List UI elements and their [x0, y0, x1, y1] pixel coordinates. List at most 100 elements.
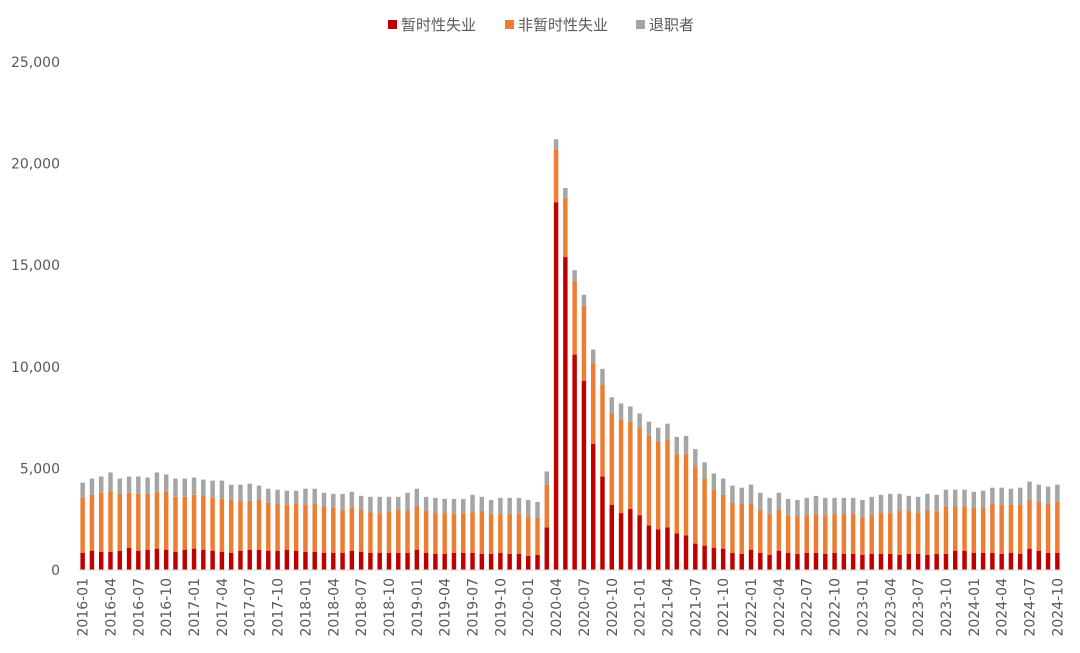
bar-segment	[386, 512, 392, 553]
bar-segment	[516, 553, 522, 570]
bar-segment	[990, 552, 995, 570]
bar-segment	[89, 478, 95, 495]
bar-segment	[386, 552, 392, 570]
bar-segment	[321, 552, 327, 570]
bar-segment	[823, 497, 828, 516]
bar-segment	[247, 500, 252, 550]
bar-segment	[284, 504, 290, 550]
bar-segment	[804, 552, 809, 570]
bar-segment	[674, 533, 679, 570]
bar-segment	[785, 498, 791, 516]
bar-segment	[247, 549, 252, 570]
bar-segment	[832, 497, 837, 515]
bar-segment	[423, 511, 429, 553]
legend-swatch	[636, 20, 645, 29]
bar-segment	[795, 516, 800, 554]
bar-segment	[962, 550, 967, 570]
bar-segment	[414, 549, 420, 570]
bar-segment	[730, 485, 735, 503]
bar-segment	[860, 517, 865, 555]
bar-segment	[488, 553, 494, 570]
bar-segment	[767, 514, 772, 555]
bar-segment	[117, 550, 123, 570]
bar-segment	[878, 494, 884, 514]
x-tick-label: 2020-07	[577, 578, 593, 637]
bar-segment	[535, 517, 540, 555]
bar-segment	[535, 554, 540, 570]
bar-segment	[655, 529, 661, 570]
bar-segment	[925, 554, 930, 570]
bar-segment	[461, 498, 466, 514]
bar-segment	[377, 496, 382, 514]
bar-segment	[628, 406, 633, 422]
bar-segment	[507, 553, 512, 570]
bar-segment	[117, 493, 123, 551]
bar-segment	[117, 478, 123, 494]
bar-segment	[89, 550, 95, 570]
bar-segment	[266, 502, 271, 551]
bar-segment	[943, 489, 949, 508]
bar-segment	[544, 527, 550, 570]
bar-segment	[785, 515, 791, 553]
bar-segment	[906, 511, 912, 554]
bar-segment	[423, 496, 429, 512]
bar-segment	[98, 476, 104, 493]
bar-segment	[238, 500, 243, 551]
bar-segment	[925, 493, 930, 511]
bar-segment	[256, 549, 262, 570]
bar-segment	[683, 535, 689, 570]
bar-segment	[711, 489, 717, 548]
bar-segment	[906, 553, 912, 570]
bar-segment	[962, 489, 967, 508]
bar-segment	[405, 511, 410, 553]
bar-segment	[145, 549, 150, 570]
bar-segment	[312, 503, 317, 552]
bar-segment	[646, 525, 652, 570]
bar-segment	[173, 496, 178, 552]
bar-segment	[841, 553, 847, 570]
bar-segment	[581, 305, 587, 382]
x-tick-label: 2024-01	[967, 578, 983, 637]
bar-segment	[145, 477, 150, 494]
bar-segment	[1036, 484, 1042, 502]
x-tick-label: 2023-04	[883, 578, 899, 637]
bar-segment	[637, 515, 642, 570]
bar-segment	[590, 362, 596, 445]
bar-segment	[823, 515, 828, 554]
bar-segment	[915, 553, 921, 570]
bar-segment	[80, 482, 85, 498]
bar-segment	[238, 550, 243, 570]
bar-segment	[154, 472, 160, 492]
bar-segment	[925, 510, 930, 555]
bar-segment	[516, 497, 522, 515]
x-tick-label: 2021-07	[688, 578, 704, 637]
bar-segment	[377, 513, 382, 553]
bar-segment	[897, 554, 902, 570]
bar-segment	[702, 545, 707, 570]
bar-segment	[980, 552, 986, 570]
bar-segment	[349, 550, 355, 570]
bar-segment	[433, 497, 438, 514]
bar-segment	[1027, 499, 1032, 549]
bar-segment	[813, 495, 819, 515]
legend: 暂时性失业 非暂时性失业 退职者	[388, 16, 694, 34]
bar-segment	[349, 508, 355, 551]
bar-segment	[953, 489, 958, 508]
bar-segment	[461, 513, 466, 553]
bar-segment	[228, 484, 234, 500]
bar-segment	[878, 513, 884, 554]
x-tick-label: 2022-07	[800, 578, 816, 637]
bar-segment	[1045, 486, 1051, 504]
legend-label: 非暂时性失业	[518, 16, 608, 34]
bar-segment	[80, 552, 85, 570]
bar-segment	[674, 454, 679, 534]
bar-segment	[293, 503, 299, 551]
bars-area	[80, 139, 1060, 570]
bar-segment	[897, 511, 902, 555]
bar-segment	[711, 547, 717, 570]
y-tick-label: 0	[51, 563, 60, 579]
x-tick-label: 2017-07	[243, 578, 259, 637]
x-tick-label: 2017-10	[271, 578, 287, 637]
bar-segment	[860, 554, 865, 570]
x-tick-label: 2020-10	[605, 578, 621, 637]
